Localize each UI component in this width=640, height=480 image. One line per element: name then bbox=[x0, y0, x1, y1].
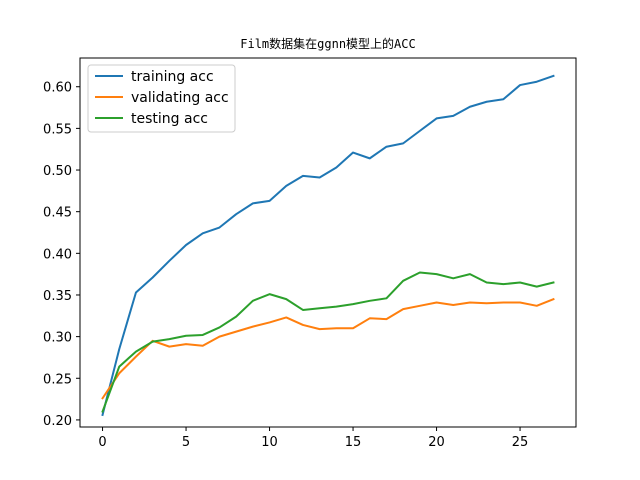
y-axis: 0.20 0.25 0.30 0.35 0.40 0.45 0.50 0.55 0.60 bbox=[43, 81, 80, 429]
y-tick-label: 0.40 bbox=[43, 247, 72, 262]
plot-frame bbox=[79, 57, 577, 428]
x-axis: 0 5 10 15 20 25 bbox=[98, 427, 528, 450]
legend-label-validating-acc: validating acc bbox=[131, 90, 229, 106]
x-tick-label: 20 bbox=[428, 435, 445, 450]
legend-label-training-acc: training acc bbox=[131, 69, 214, 85]
chart-title: Film数据集在ggnn模型上的ACC bbox=[240, 36, 415, 51]
series-line-validating-acc bbox=[101, 297, 555, 400]
y-tick-label: 0.30 bbox=[43, 331, 72, 346]
x-tick-label: 10 bbox=[261, 435, 278, 450]
series-line-testing-acc bbox=[101, 271, 555, 413]
y-tick-label: 0.35 bbox=[43, 289, 72, 304]
x-tick-label: 0 bbox=[98, 435, 106, 450]
legend-label-testing-acc: testing acc bbox=[131, 111, 208, 127]
legend-box bbox=[87, 64, 236, 133]
x-tick-label: 25 bbox=[512, 435, 529, 450]
y-tick-label: 0.55 bbox=[43, 122, 72, 137]
legend: training acc validating acc testing acc bbox=[87, 64, 236, 133]
y-tick-label: 0.20 bbox=[43, 414, 72, 429]
series-layer bbox=[101, 74, 555, 417]
x-tick-label: 15 bbox=[345, 435, 362, 450]
series-line-training-acc bbox=[101, 74, 555, 417]
y-tick-label: 0.45 bbox=[43, 206, 72, 221]
x-tick-label: 5 bbox=[182, 435, 190, 450]
y-tick-label: 0.60 bbox=[43, 81, 72, 96]
y-tick-label: 0.25 bbox=[43, 372, 72, 387]
y-tick-label: 0.50 bbox=[43, 164, 72, 179]
